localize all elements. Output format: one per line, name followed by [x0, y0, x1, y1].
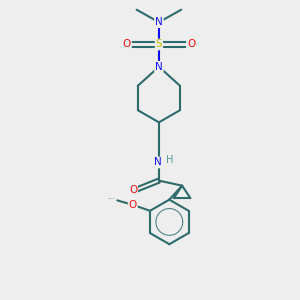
- Text: N: N: [154, 158, 161, 167]
- Text: O: O: [129, 184, 137, 194]
- Text: S: S: [156, 40, 162, 50]
- Text: methoxy: methoxy: [109, 198, 115, 199]
- Text: H: H: [166, 154, 173, 164]
- Text: O: O: [129, 200, 137, 210]
- Text: O: O: [123, 40, 131, 50]
- Text: N: N: [155, 62, 163, 72]
- Text: N: N: [155, 17, 163, 27]
- Text: O: O: [187, 40, 195, 50]
